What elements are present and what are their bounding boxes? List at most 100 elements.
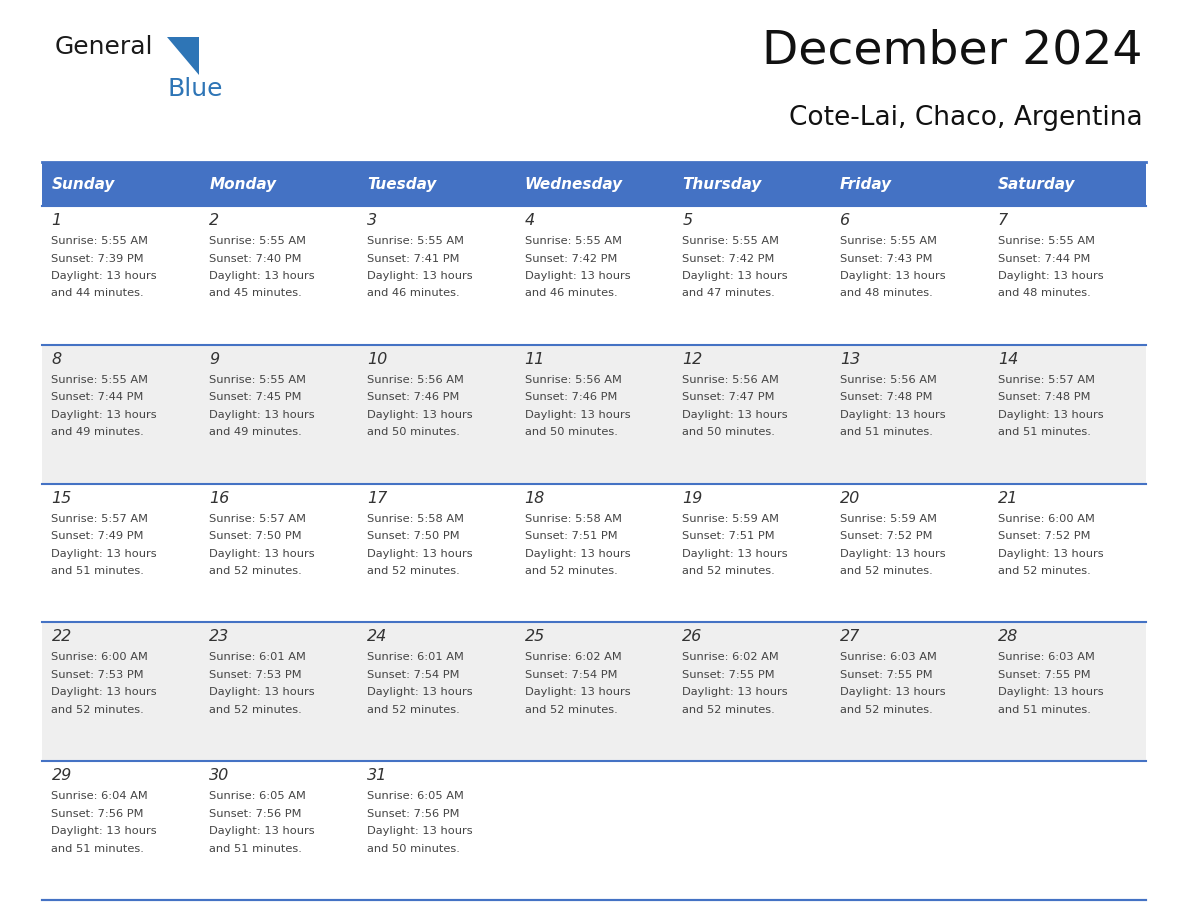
Bar xyxy=(672,484,830,622)
Text: and 45 minutes.: and 45 minutes. xyxy=(209,288,302,298)
Text: and 50 minutes.: and 50 minutes. xyxy=(367,427,460,437)
Text: and 52 minutes.: and 52 minutes. xyxy=(367,566,460,577)
Text: and 52 minutes.: and 52 minutes. xyxy=(367,705,460,715)
Bar xyxy=(42,162,200,206)
Text: Sunset: 7:42 PM: Sunset: 7:42 PM xyxy=(525,253,617,263)
Text: Sunset: 7:51 PM: Sunset: 7:51 PM xyxy=(525,532,618,541)
Text: 16: 16 xyxy=(209,490,229,506)
Text: Wednesday: Wednesday xyxy=(525,176,623,192)
Bar xyxy=(672,761,830,900)
Text: Sunrise: 5:57 AM: Sunrise: 5:57 AM xyxy=(998,375,1095,385)
Bar xyxy=(200,484,358,622)
Text: Blue: Blue xyxy=(168,77,222,101)
Text: and 52 minutes.: and 52 minutes. xyxy=(209,566,302,577)
Text: 29: 29 xyxy=(51,768,71,783)
Bar xyxy=(830,345,988,484)
Text: 17: 17 xyxy=(367,490,387,506)
Bar xyxy=(358,484,516,622)
Text: Sunset: 7:56 PM: Sunset: 7:56 PM xyxy=(367,809,460,819)
Text: Daylight: 13 hours: Daylight: 13 hours xyxy=(367,688,473,698)
Text: and 50 minutes.: and 50 minutes. xyxy=(367,844,460,854)
Text: Sunset: 7:55 PM: Sunset: 7:55 PM xyxy=(998,670,1091,680)
Text: Monday: Monday xyxy=(209,176,277,192)
Text: Daylight: 13 hours: Daylight: 13 hours xyxy=(51,826,157,836)
Text: 14: 14 xyxy=(998,352,1018,367)
Text: and 46 minutes.: and 46 minutes. xyxy=(367,288,460,298)
Text: Daylight: 13 hours: Daylight: 13 hours xyxy=(998,271,1104,281)
Text: Sunrise: 5:55 AM: Sunrise: 5:55 AM xyxy=(51,236,148,246)
Bar xyxy=(672,162,830,206)
Text: Daylight: 13 hours: Daylight: 13 hours xyxy=(525,549,630,558)
Text: Tuesday: Tuesday xyxy=(367,176,436,192)
Text: Daylight: 13 hours: Daylight: 13 hours xyxy=(840,271,946,281)
Bar xyxy=(200,345,358,484)
Text: Sunrise: 6:05 AM: Sunrise: 6:05 AM xyxy=(367,791,463,801)
Text: Sunrise: 5:57 AM: Sunrise: 5:57 AM xyxy=(209,513,307,523)
Text: 13: 13 xyxy=(840,352,860,367)
Text: Sunrise: 6:03 AM: Sunrise: 6:03 AM xyxy=(998,653,1094,663)
Text: Sunrise: 5:59 AM: Sunrise: 5:59 AM xyxy=(682,513,779,523)
Text: 26: 26 xyxy=(682,630,702,644)
Bar xyxy=(516,484,672,622)
Text: Sunrise: 6:03 AM: Sunrise: 6:03 AM xyxy=(840,653,937,663)
Bar xyxy=(830,761,988,900)
Text: Daylight: 13 hours: Daylight: 13 hours xyxy=(840,549,946,558)
Text: 3: 3 xyxy=(367,213,377,228)
Text: and 51 minutes.: and 51 minutes. xyxy=(998,705,1091,715)
Text: 9: 9 xyxy=(209,352,220,367)
Bar xyxy=(830,622,988,761)
Text: and 48 minutes.: and 48 minutes. xyxy=(998,288,1091,298)
Text: Sunrise: 5:55 AM: Sunrise: 5:55 AM xyxy=(525,236,621,246)
Text: Thursday: Thursday xyxy=(682,176,762,192)
Text: Sunset: 7:54 PM: Sunset: 7:54 PM xyxy=(367,670,460,680)
Text: 18: 18 xyxy=(525,490,545,506)
Bar xyxy=(200,206,358,345)
Bar xyxy=(672,206,830,345)
Text: and 44 minutes.: and 44 minutes. xyxy=(51,288,144,298)
Text: 22: 22 xyxy=(51,630,71,644)
Text: Sunset: 7:48 PM: Sunset: 7:48 PM xyxy=(998,392,1091,402)
Bar xyxy=(988,622,1146,761)
Text: Sunrise: 6:02 AM: Sunrise: 6:02 AM xyxy=(525,653,621,663)
Text: 24: 24 xyxy=(367,630,387,644)
Text: Daylight: 13 hours: Daylight: 13 hours xyxy=(367,271,473,281)
Text: Daylight: 13 hours: Daylight: 13 hours xyxy=(840,409,946,420)
Text: Daylight: 13 hours: Daylight: 13 hours xyxy=(682,549,788,558)
Text: 31: 31 xyxy=(367,768,387,783)
Text: and 49 minutes.: and 49 minutes. xyxy=(51,427,144,437)
Text: Sunrise: 5:55 AM: Sunrise: 5:55 AM xyxy=(209,375,307,385)
Bar xyxy=(200,761,358,900)
Text: Daylight: 13 hours: Daylight: 13 hours xyxy=(998,549,1104,558)
Text: 10: 10 xyxy=(367,352,387,367)
Text: Sunrise: 6:02 AM: Sunrise: 6:02 AM xyxy=(682,653,779,663)
Text: Sunset: 7:54 PM: Sunset: 7:54 PM xyxy=(525,670,617,680)
Text: Sunrise: 5:58 AM: Sunrise: 5:58 AM xyxy=(367,513,463,523)
Text: 4: 4 xyxy=(525,213,535,228)
Polygon shape xyxy=(168,37,200,75)
Text: Sunset: 7:55 PM: Sunset: 7:55 PM xyxy=(682,670,775,680)
Text: Sunrise: 6:04 AM: Sunrise: 6:04 AM xyxy=(51,791,148,801)
Bar xyxy=(42,206,200,345)
Text: Sunset: 7:39 PM: Sunset: 7:39 PM xyxy=(51,253,144,263)
Text: Sunrise: 5:55 AM: Sunrise: 5:55 AM xyxy=(209,236,307,246)
Text: and 50 minutes.: and 50 minutes. xyxy=(525,427,618,437)
Text: Daylight: 13 hours: Daylight: 13 hours xyxy=(525,688,630,698)
Text: Daylight: 13 hours: Daylight: 13 hours xyxy=(998,409,1104,420)
Text: 8: 8 xyxy=(51,352,62,367)
Text: and 52 minutes.: and 52 minutes. xyxy=(682,566,775,577)
Text: and 46 minutes.: and 46 minutes. xyxy=(525,288,618,298)
Bar xyxy=(988,206,1146,345)
Text: Sunrise: 5:58 AM: Sunrise: 5:58 AM xyxy=(525,513,621,523)
Text: Sunset: 7:56 PM: Sunset: 7:56 PM xyxy=(209,809,302,819)
Bar xyxy=(830,206,988,345)
Text: and 51 minutes.: and 51 minutes. xyxy=(840,427,933,437)
Bar xyxy=(358,206,516,345)
Bar xyxy=(672,345,830,484)
Text: Sunrise: 6:01 AM: Sunrise: 6:01 AM xyxy=(209,653,307,663)
Bar xyxy=(830,162,988,206)
Text: Sunrise: 5:55 AM: Sunrise: 5:55 AM xyxy=(51,375,148,385)
Text: Daylight: 13 hours: Daylight: 13 hours xyxy=(51,409,157,420)
Text: 7: 7 xyxy=(998,213,1007,228)
Bar xyxy=(516,622,672,761)
Text: Sunset: 7:46 PM: Sunset: 7:46 PM xyxy=(525,392,617,402)
